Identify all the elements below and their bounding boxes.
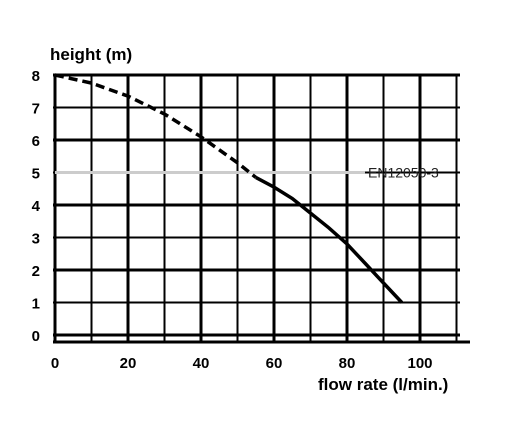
x-tick-label: 20	[120, 355, 137, 372]
reference-line-label: EN12050-3	[368, 165, 439, 181]
y-tick-label: 2	[32, 263, 40, 280]
y-axis-title: height (m)	[50, 45, 132, 64]
grid	[53, 73, 470, 344]
x-tick-label: 60	[266, 355, 283, 372]
y-tick-label: 6	[32, 133, 40, 150]
solid-curve	[254, 175, 404, 304]
y-tick-label: 7	[32, 101, 40, 118]
series-group	[54, 73, 404, 304]
y-tick-label: 8	[32, 68, 40, 85]
x-tick-label: 80	[339, 355, 356, 372]
x-tick-label: 40	[193, 355, 210, 372]
dashed-curve	[54, 73, 257, 179]
y-tick-label: 5	[32, 166, 40, 183]
reference-line-group: EN12050-3	[55, 165, 439, 181]
y-tick-label: 1	[32, 296, 40, 313]
x-tick-label: 100	[407, 355, 432, 372]
tick-labels: 0 20 40 60 80 100 0 1 2 3 4 5 6 7 8	[32, 68, 433, 372]
y-tick-label: 0	[32, 328, 40, 345]
x-axis-title: flow rate (l/min.)	[318, 375, 448, 394]
x-tick-label: 0	[51, 355, 59, 372]
y-tick-label: 3	[32, 231, 40, 248]
y-tick-label: 4	[32, 198, 41, 215]
